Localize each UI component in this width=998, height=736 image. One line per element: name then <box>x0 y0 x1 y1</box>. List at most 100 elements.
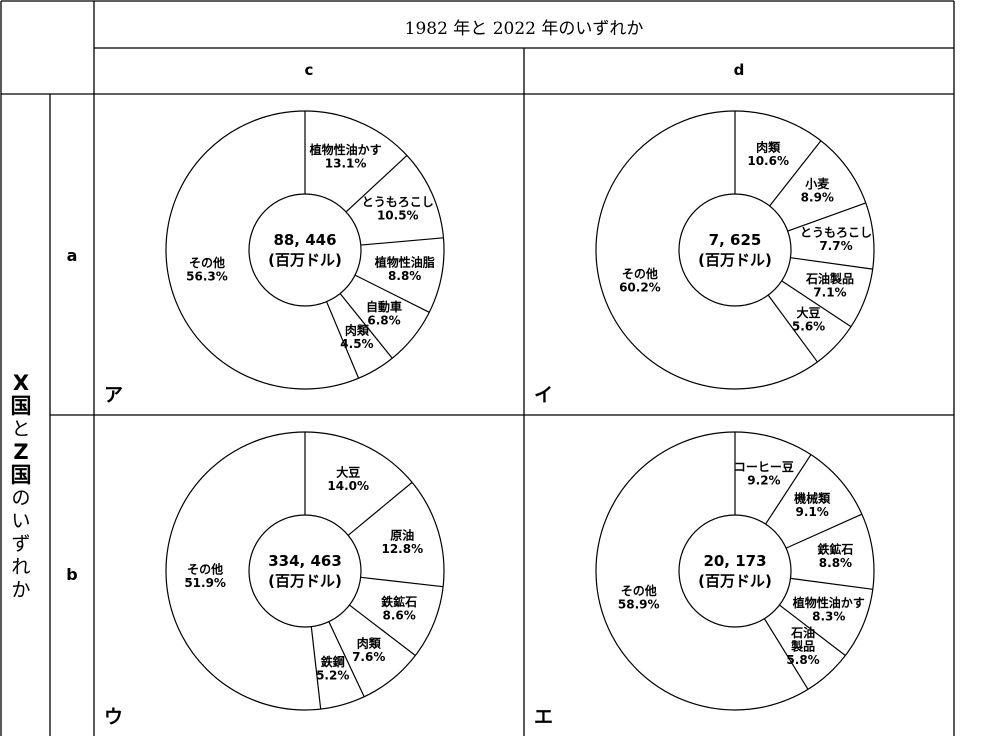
pie-slice-boundary <box>328 621 365 698</box>
pie-slice-label: 大豆 5.6% <box>792 305 825 334</box>
pie-slice-boundary <box>339 293 393 359</box>
row-group-char: 国 <box>10 394 32 418</box>
pie-slice-label-line: 8.3% <box>812 610 845 624</box>
column-header-c: c <box>304 61 314 79</box>
pie-slice-label-line: 8.8% <box>819 556 852 570</box>
pie-slice-label-line: 10.5% <box>377 209 419 223</box>
pie-slice-label-line: 5.8% <box>786 653 819 667</box>
pie-slice-boundary <box>763 618 809 690</box>
pie-inner-circle <box>248 514 362 628</box>
pie-slice-boundary <box>787 202 866 232</box>
pie-slice-boundary <box>790 257 873 270</box>
pie-slice-label: 鉄鋼 5.2% <box>316 654 349 683</box>
pie-slice-label: とうもろこし 10.5% <box>362 195 434 223</box>
pie-slice-label-line: 7.7% <box>819 239 852 253</box>
pie-slice-label-line: 51.9% <box>184 576 226 590</box>
pie-slice-label: その他 56.3% <box>186 255 228 284</box>
pie-slice-boundary <box>360 576 444 588</box>
pie-slice-label-line: 植物性油脂 <box>374 254 435 269</box>
panel-label-e: エ <box>534 706 554 728</box>
pie-slice-label-line: 鉄鋼 <box>321 654 345 669</box>
pie-slice-label: 原油 12.8% <box>381 527 423 556</box>
pie-slice-label-line: 原油 <box>390 527 414 542</box>
pie-chart-i: 肉類 10.6% 小麦 8.9% とうもろこし 7.7% 石油製品 7.1% 大豆 5.6% その他… <box>595 110 875 390</box>
pie-slice-label-line: 自動車 <box>366 299 402 314</box>
pie-slice-label-line: 9.2% <box>747 473 780 487</box>
pie-slice-label: 鉄鉱石 8.6% <box>381 594 417 623</box>
pie-slice-boundary <box>779 604 846 656</box>
pie-slice-label-line: その他 <box>187 562 223 577</box>
pie-slice-boundary <box>354 274 430 313</box>
pie-slice-label-line: 8.8% <box>388 269 421 283</box>
pie-slice-label: 自動車 6.8% <box>366 299 402 328</box>
panel-label-u: ウ <box>104 706 124 728</box>
pie-slice-label-line: 10.6% <box>747 154 789 168</box>
pie-slice-label: その他 60.2% <box>619 266 661 295</box>
pie-slice-boundary <box>765 454 812 525</box>
pie-total-value: 7, 625 <box>709 231 762 249</box>
pie-slice-label-line: 8.6% <box>382 609 415 623</box>
pie-slice-boundary <box>347 481 413 536</box>
pie-slice-label-line: 大豆 <box>336 464 360 479</box>
pie-slice-label-line: 大豆 <box>797 305 821 320</box>
pie-chart-e: コーヒー豆 9.2%機械類 9.1%鉄鉱石 8.8%植物性油かす 8.3%石油製品 5.8… <box>595 431 875 711</box>
pie-slice-label-line: 60.2% <box>619 281 661 295</box>
pie-slice-label: その他 51.9% <box>184 562 226 591</box>
pie-slice-label-line: 鉄鉱石 <box>817 542 853 557</box>
pie-inner-circle <box>678 193 792 307</box>
pie-slice-boundary <box>310 626 322 710</box>
panel-label-a: ア <box>104 384 124 406</box>
pie-slice-label-line: 12.8% <box>381 542 423 556</box>
pie-slice-label-line: 5.2% <box>316 668 349 682</box>
pie-slice-label-line: 9.1% <box>796 505 829 519</box>
pie-slice-boundary <box>767 294 818 363</box>
row-group-char: い <box>11 510 31 532</box>
pie-inner-circle <box>248 193 362 307</box>
pie-slice-label-line: 石油 <box>790 625 815 640</box>
pie-slice-label-line: とうもろこし <box>362 195 434 209</box>
pie-total-unit: (百万ドル) <box>698 572 772 590</box>
pie-slice-boundary <box>349 604 416 656</box>
pie-slice-label-line: その他 <box>622 266 658 281</box>
row-group-char: か <box>11 579 31 601</box>
pie-slice-label: 石油製品 7.1% <box>805 271 854 300</box>
pie-slice-label-line: 肉類 <box>756 139 781 154</box>
pie-slice-label-line: 7.1% <box>813 286 846 300</box>
pie-slice-label: 植物性油かす 8.3% <box>792 595 865 624</box>
pie-slice-label-line: 8.9% <box>801 190 834 204</box>
pie-slice-label: その他 58.9% <box>618 583 660 612</box>
pie-chart-a: 植物性油かす 13.1% とうもろこし 10.5% 植物性油脂 8.8% 自動車 6.8%肉類… <box>165 110 445 390</box>
row-header-b: b <box>66 565 78 584</box>
row-group-char: Z <box>13 440 29 464</box>
pie-slice-label-line: コーヒー豆 <box>734 460 794 474</box>
pie-slice-label-line: 肉類 <box>357 635 382 650</box>
pie-slice-label: 肉類 7.6% <box>352 635 385 664</box>
pie-total-value: 334, 463 <box>268 552 342 570</box>
pie-slice-label-line: 石油製品 <box>805 271 854 286</box>
pie-slice-boundary <box>326 301 360 379</box>
panel-label-i: イ <box>534 384 554 406</box>
pie-total-unit: (百万ドル) <box>268 251 342 269</box>
pie-slice-label-line: とうもろこし <box>800 226 872 240</box>
pie-slice-label: 小麦 8.9% <box>801 176 834 205</box>
pie-slice-label-line: 植物性油かす <box>792 595 865 610</box>
pie-slice-label: 肉類 10.6% <box>747 139 789 168</box>
pie-slice-label-line: 小麦 <box>805 176 830 191</box>
table-header-title: 1982 年と 2022 年のいずれか <box>404 19 644 39</box>
pie-slice-label: 石油製品 5.8% <box>786 625 819 667</box>
row-header-a: a <box>66 246 78 265</box>
pie-slice-boundary <box>360 237 444 246</box>
pie-slice-label: 大豆 14.0% <box>327 464 369 493</box>
pie-slice-label-line: 7.6% <box>352 650 385 664</box>
pie-slice-boundary <box>781 280 852 328</box>
pie-inner-circle <box>678 514 792 628</box>
pie-slice-label-line: 13.1% <box>325 157 367 171</box>
pie-slice-label-line: 56.3% <box>186 269 228 283</box>
pie-slice-boundary <box>769 140 822 207</box>
pie-chart-u: 大豆 14.0%原油 12.8%鉄鉱石 8.6%肉類 7.6%鉄鋼 5.2%その他 51.9… <box>165 431 445 711</box>
pie-slice-boundary <box>345 155 408 213</box>
pie-total-value: 20, 173 <box>703 552 766 570</box>
pie-slice-label-line: その他 <box>189 255 225 270</box>
row-group-char: と <box>11 418 31 440</box>
